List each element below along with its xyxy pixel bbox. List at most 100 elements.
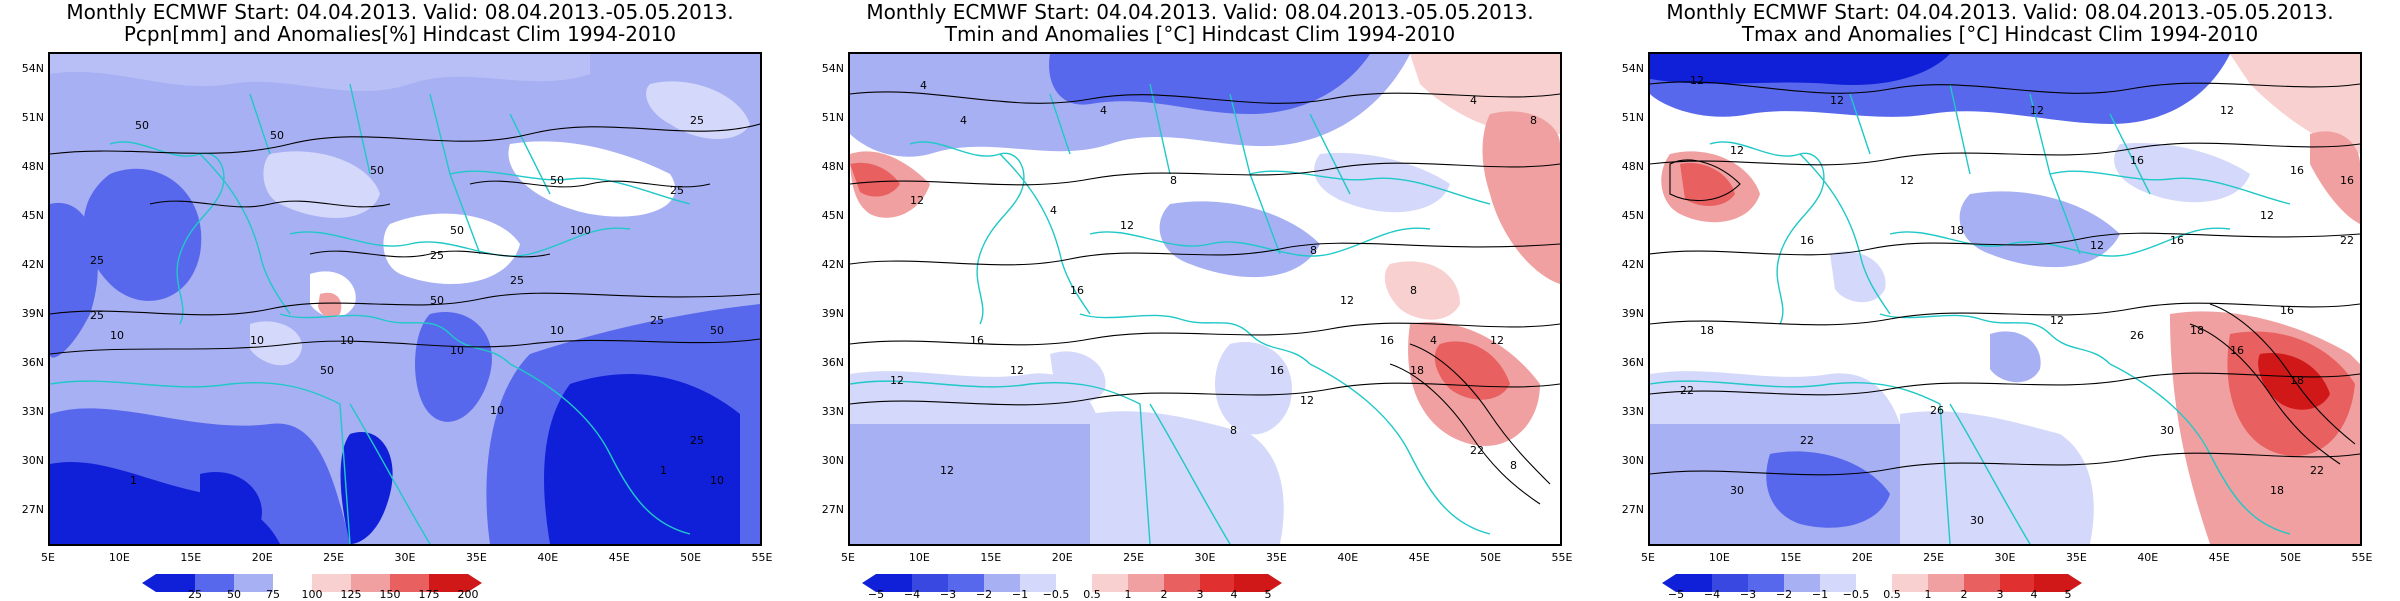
latitude-label: 42N (821, 258, 844, 271)
longitude-label: 30E (1194, 551, 1216, 564)
colorbar-tick-label: 0.5 (1083, 588, 1101, 601)
longitude-label: 5E (1641, 551, 1655, 564)
contour-label: 8 (1310, 244, 1317, 257)
contour-label: 50 (430, 294, 444, 307)
longitude-label: 55E (1551, 551, 1573, 564)
latitude-label: 30N (1621, 454, 1644, 467)
contour-label: 30 (1730, 484, 1744, 497)
contour-label: 30 (1970, 514, 1984, 527)
colorbar-tick-label: 150 (379, 588, 401, 601)
latitude-label: 33N (21, 405, 44, 418)
contour-label: 50 (135, 119, 149, 132)
latitude-label: 27N (1621, 503, 1644, 516)
latitude-label: 39N (1621, 307, 1644, 320)
contour-label: 22 (1800, 434, 1814, 447)
contour-label: 8 (1510, 459, 1517, 472)
longitude-label: 45E (608, 551, 630, 564)
precipitation-colorbar (142, 574, 482, 592)
contour-label: 12 (2260, 209, 2274, 222)
contour-label: 12 (2090, 239, 2104, 252)
latitude-label: 30N (21, 454, 44, 467)
contour-label: 1 (130, 474, 137, 487)
latitude-label: 54N (21, 62, 44, 75)
colorbar-tick-label: 50 (227, 588, 241, 601)
contour-label: 8 (1410, 284, 1417, 297)
contour-label: 12 (940, 464, 954, 477)
contour-label: 4 (1050, 204, 1057, 217)
latitude-label: 33N (821, 405, 844, 418)
longitude-label: 20E (1051, 551, 1073, 564)
longitude-label: 40E (2137, 551, 2159, 564)
contour-label: 18 (2290, 374, 2304, 387)
colorbar-tick-label: 3 (1196, 588, 1204, 601)
contour-label: 10 (450, 344, 464, 357)
latitude-label: 36N (1621, 356, 1644, 369)
contour-label: 25 (650, 314, 664, 327)
colorbar-tick-label: −5 (1667, 588, 1685, 601)
longitude-label: 35E (465, 551, 487, 564)
longitude-label: 35E (2065, 551, 2087, 564)
longitude-label: 30E (394, 551, 416, 564)
contour-label: 8 (1530, 114, 1537, 127)
contour-label: 18 (2270, 484, 2284, 497)
colorbar-tick-label: 1 (1924, 588, 1932, 601)
contour-label: 16 (2280, 304, 2294, 317)
longitude-label: 10E (108, 551, 130, 564)
tmax-map: 12 12 12 12 16 12 12 16 18 16 16 12 22 1… (1648, 52, 2362, 546)
colorbar-tick-label: −1 (1011, 588, 1029, 601)
colorbar-tick-label: 4 (1230, 588, 1238, 601)
colorbar-tick-label: −1 (1811, 588, 1829, 601)
contour-label: 16 (1070, 284, 1084, 297)
contour-label: 16 (1270, 364, 1284, 377)
colorbar-tick-label: 25 (188, 588, 202, 601)
longitude-label: 45E (2208, 551, 2230, 564)
contour-label: 16 (2170, 234, 2184, 247)
colorbar-tick-label: −0.5 (1842, 588, 1870, 601)
longitude-label: 15E (980, 551, 1002, 564)
tmax-map-canvas: 12 12 12 12 16 12 12 16 18 16 16 12 22 1… (1650, 54, 2360, 544)
contour-label: 26 (1930, 404, 1944, 417)
contour-label: 22 (1470, 444, 1484, 457)
contour-label: 16 (1380, 334, 1394, 347)
contour-label: 4 (1470, 94, 1477, 107)
contour-label: 16 (2340, 174, 2354, 187)
colorbar-tick-label: 4 (2030, 588, 2038, 601)
longitude-label: 25E (1123, 551, 1145, 564)
colorbar-tick-label: 1 (1124, 588, 1132, 601)
contour-label: 25 (670, 184, 684, 197)
contour-label: 4 (920, 79, 927, 92)
latitude-label: 36N (21, 356, 44, 369)
contour-label: 30 (2160, 424, 2174, 437)
contour-label: 25 (690, 114, 704, 127)
latitude-label: 39N (21, 307, 44, 320)
colorbar-tick-label: 175 (418, 588, 440, 601)
contour-label: 25 (90, 309, 104, 322)
contour-label: 18 (2190, 324, 2204, 337)
contour-label: 100 (570, 224, 591, 237)
latitude-label: 45N (821, 209, 844, 222)
contour-label: 12 (1830, 94, 1844, 107)
colorbar-tick-label: 0.5 (1883, 588, 1901, 601)
latitude-label: 48N (21, 160, 44, 173)
contour-label: 12 (1300, 394, 1314, 407)
contour-label: 50 (270, 129, 284, 142)
latitude-label: 51N (21, 111, 44, 124)
contour-label: 12 (1010, 364, 1024, 377)
colorbar-tick-label: 2 (1960, 588, 1968, 601)
contour-label: 18 (1700, 324, 1714, 337)
colorbar-tick-label: −4 (903, 588, 921, 601)
latitude-label: 51N (1621, 111, 1644, 124)
contour-label: 12 (2030, 104, 2044, 117)
longitude-label: 35E (1265, 551, 1287, 564)
panel-title-line1: Monthly ECMWF Start: 04.04.2013. Valid: … (1666, 0, 2334, 24)
longitude-label: 20E (251, 551, 273, 564)
longitude-label: 50E (2280, 551, 2302, 564)
panel-tmin: Monthly ECMWF Start: 04.04.2013. Valid: … (800, 0, 1600, 601)
colorbar-tick-label: −5 (867, 588, 885, 601)
contour-label: 16 (1800, 234, 1814, 247)
latitude-label: 42N (21, 258, 44, 271)
latitude-label: 30N (821, 454, 844, 467)
contour-label: 18 (1950, 224, 1964, 237)
contour-label: 4 (960, 114, 967, 127)
contour-label: 4 (1430, 334, 1437, 347)
